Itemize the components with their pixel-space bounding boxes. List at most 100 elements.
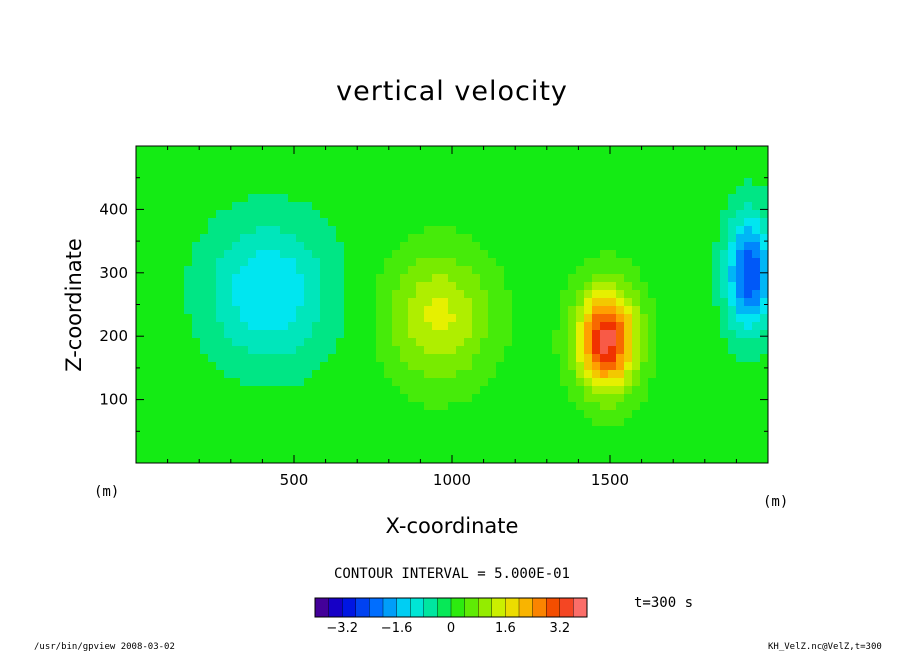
field-cell: [240, 186, 249, 195]
field-cell: [376, 170, 385, 179]
field-cell: [712, 202, 721, 211]
field-cell: [376, 370, 385, 379]
field-cell: [640, 370, 649, 379]
field-cell: [584, 402, 593, 411]
field-cell: [432, 410, 441, 419]
field-cell: [672, 434, 681, 443]
field-cell: [248, 330, 257, 339]
field-cell: [560, 322, 569, 331]
field-cell: [616, 146, 625, 155]
field-cell: [632, 394, 641, 403]
field-cell: [328, 186, 337, 195]
field-cell: [720, 170, 729, 179]
field-cell: [456, 330, 465, 339]
field-cell: [472, 378, 481, 387]
field-cell: [144, 154, 153, 163]
field-cell: [144, 330, 153, 339]
field-cell: [496, 162, 505, 171]
field-cell: [384, 242, 393, 251]
field-cell: [760, 434, 768, 443]
field-cell: [360, 450, 369, 459]
field-cell: [528, 226, 537, 235]
field-cell: [632, 442, 641, 451]
field-cell: [216, 330, 225, 339]
field-cell: [528, 378, 537, 387]
field-cell: [320, 242, 329, 251]
field-cell: [280, 362, 289, 371]
field-cell: [496, 386, 505, 395]
field-cell: [136, 314, 145, 323]
field-cell: [560, 418, 569, 427]
field-cell: [448, 210, 457, 219]
field-cell: [592, 274, 601, 283]
field-cell: [672, 186, 681, 195]
field-cell: [392, 338, 401, 347]
field-cell: [584, 434, 593, 443]
field-cell: [640, 314, 649, 323]
field-cell: [440, 226, 449, 235]
field-cell: [552, 186, 561, 195]
field-cell: [624, 218, 633, 227]
field-cell: [560, 338, 569, 347]
field-cell: [544, 338, 553, 347]
field-cell: [376, 162, 385, 171]
field-cell: [304, 282, 313, 291]
field-cell: [376, 202, 385, 211]
field-cell: [744, 370, 753, 379]
field-cell: [544, 178, 553, 187]
field-cell: [304, 290, 313, 299]
field-cell: [352, 162, 361, 171]
field-cell: [200, 370, 209, 379]
field-cell: [296, 226, 305, 235]
field-cell: [544, 418, 553, 427]
field-cell: [336, 402, 345, 411]
field-cell: [624, 314, 633, 323]
field-cell: [256, 434, 265, 443]
field-cell: [720, 402, 729, 411]
field-cell: [752, 250, 761, 259]
field-cell: [712, 434, 721, 443]
field-cell: [544, 306, 553, 315]
field-cell: [544, 426, 553, 435]
field-cell: [752, 274, 761, 283]
field-cell: [488, 274, 497, 283]
field-cell: [504, 282, 513, 291]
field-cell: [600, 378, 609, 387]
field-cell: [152, 378, 161, 387]
field-cell: [184, 242, 193, 251]
field-cell: [232, 162, 241, 171]
field-cell: [160, 170, 169, 179]
field-cell: [336, 346, 345, 355]
field-cell: [344, 178, 353, 187]
field-cell: [488, 402, 497, 411]
field-cell: [656, 402, 665, 411]
field-cell: [232, 402, 241, 411]
field-cell: [616, 330, 625, 339]
field-cell: [680, 274, 689, 283]
field-cell: [344, 266, 353, 275]
field-cell: [728, 338, 737, 347]
field-cell: [456, 162, 465, 171]
field-cell: [184, 258, 193, 267]
field-cell: [672, 282, 681, 291]
field-cell: [176, 298, 185, 307]
field-cell: [512, 186, 521, 195]
field-cell: [560, 266, 569, 275]
field-cell: [704, 154, 713, 163]
field-cell: [712, 338, 721, 347]
field-cell: [544, 202, 553, 211]
field-cell: [240, 402, 249, 411]
field-cell: [688, 266, 697, 275]
field-cell: [512, 346, 521, 355]
field-cell: [320, 458, 329, 463]
field-cell: [368, 306, 377, 315]
field-cell: [712, 370, 721, 379]
y-tick-label: 300: [99, 264, 128, 282]
field-cell: [312, 362, 321, 371]
field-cell: [744, 298, 753, 307]
field-cell: [632, 370, 641, 379]
field-cell: [440, 322, 449, 331]
field-cell: [432, 450, 441, 459]
field-cell: [560, 170, 569, 179]
